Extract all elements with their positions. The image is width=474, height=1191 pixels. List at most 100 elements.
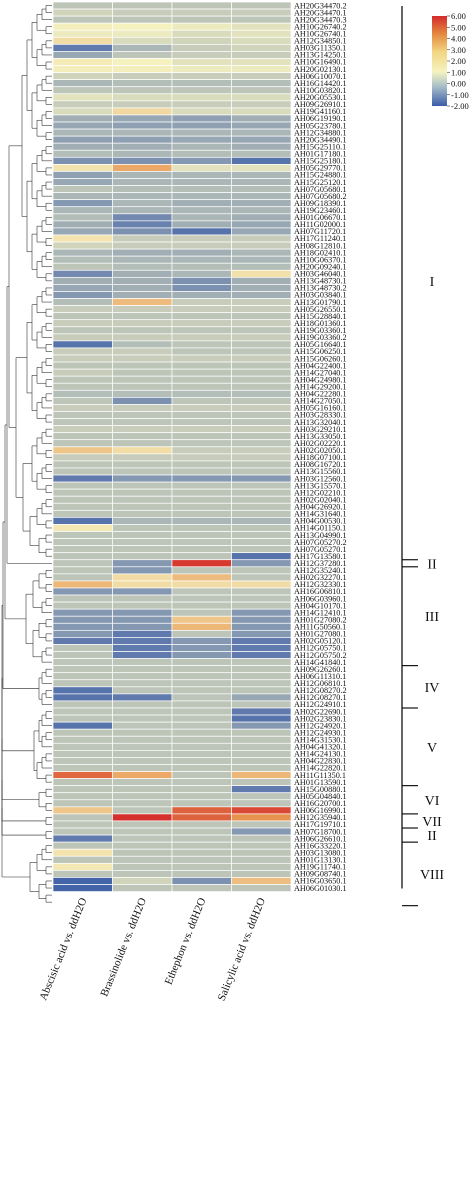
heatmap-cell	[112, 531, 173, 539]
heatmap-cell	[231, 142, 292, 151]
heatmap-cell	[112, 156, 173, 165]
heatmap-cell	[112, 255, 173, 264]
heatmap-cell	[52, 707, 113, 716]
heatmap-cell	[52, 1, 113, 10]
heatmap-cell	[112, 220, 173, 229]
heatmap-cell	[231, 686, 292, 695]
heatmap-cell	[171, 686, 232, 695]
heatmap-cell	[52, 778, 113, 787]
row-label: AH10G26740.1	[294, 30, 347, 39]
row-label: AH13G32040.1	[294, 418, 347, 427]
heatmap-cell	[171, 848, 232, 857]
row-label: AH03G46040.1	[294, 270, 347, 279]
heatmap-cell	[231, 389, 292, 398]
heatmap-cell	[231, 594, 292, 603]
row-label: AH17G19710.1	[294, 820, 347, 829]
heatmap-cell	[171, 51, 232, 59]
heatmap-cell	[171, 481, 232, 490]
heatmap-cell	[112, 615, 173, 624]
heatmap-cell	[231, 347, 292, 356]
row-label: AH11G11350.1	[294, 771, 346, 780]
heatmap-cell	[52, 559, 113, 568]
heatmap-cell	[112, 44, 173, 52]
heatmap-cell	[231, 495, 292, 504]
heatmap-cell	[112, 750, 173, 758]
row-label: AH02G02220.1	[294, 439, 347, 448]
heatmap-cell	[52, 714, 113, 723]
heatmap-cell	[112, 284, 173, 292]
heatmap-cell	[171, 432, 232, 441]
heatmap-cell	[112, 340, 173, 349]
heatmap-cell	[171, 114, 232, 123]
heatmap-cell	[171, 601, 232, 610]
heatmap-cell	[171, 700, 232, 709]
heatmap-cell	[52, 361, 113, 370]
heatmap-cell	[52, 206, 113, 215]
heatmap-cell	[112, 164, 173, 172]
heatmap-cell	[52, 44, 113, 52]
heatmap-cell	[171, 531, 232, 539]
heatmap-cell	[171, 248, 232, 257]
heatmap-cell	[231, 517, 292, 525]
heatmap-cell	[52, 305, 113, 313]
heatmap-cell	[112, 241, 173, 250]
heatmap-cell	[52, 728, 113, 737]
heatmap-cell	[112, 644, 173, 652]
heatmap-cell	[112, 538, 173, 546]
row-label: AH11G50560.1	[294, 623, 346, 632]
heatmap-cell	[171, 637, 232, 645]
heatmap-cell	[231, 354, 292, 363]
heatmap-cell	[231, 601, 292, 610]
heatmap-cell	[171, 778, 232, 787]
heatmap-cell	[171, 347, 232, 356]
heatmap-cell	[171, 467, 232, 476]
heatmap-cell	[52, 291, 113, 299]
heatmap-cell	[231, 467, 292, 476]
row-label: AH03G11350.1	[294, 44, 346, 53]
row-label: AH02G22690.1	[294, 707, 347, 716]
column-label: Brassinolide vs. ddH2O	[98, 896, 149, 998]
heatmap-cell	[112, 728, 173, 737]
heatmap-cell	[52, 665, 113, 674]
heatmap-cell	[112, 686, 173, 695]
heatmap-cell	[231, 8, 292, 17]
heatmap-cell	[112, 29, 173, 38]
heatmap-cell	[52, 453, 113, 462]
heatmap-cell	[171, 587, 232, 596]
heatmap-cell	[231, 728, 292, 737]
heatmap-cell	[52, 269, 113, 278]
heatmap-cell	[231, 785, 292, 794]
heatmap-cell	[52, 262, 113, 271]
legend-tick-label: -1.00	[451, 90, 469, 100]
row-label: AH15G00880.1	[294, 785, 347, 794]
heatmap-cell	[231, 707, 292, 716]
heatmap-cell	[52, 538, 113, 546]
heatmap-cell	[231, 340, 292, 349]
heatmap-cell	[52, 622, 113, 631]
row-label: AH04G22280.1	[294, 390, 347, 399]
heatmap-cell	[171, 735, 232, 744]
heatmap-cell	[52, 100, 113, 109]
heatmap-cell	[171, 185, 232, 193]
heatmap-cell	[171, 164, 232, 172]
heatmap-cell	[52, 22, 113, 31]
heatmap-cell	[52, 340, 113, 349]
row-label: AH16G20700.1	[294, 799, 347, 808]
row-label: AH04G22830.1	[294, 757, 347, 766]
heatmap-cell	[231, 44, 292, 52]
heatmap-cell	[52, 517, 113, 525]
heatmap-cell	[231, 298, 292, 306]
heatmap-cell	[112, 629, 173, 638]
row-label: AH09G08740.1	[294, 870, 347, 879]
heatmap-cell	[171, 206, 232, 215]
heatmap-cell	[231, 721, 292, 730]
row-label: AH14G22820.1	[294, 764, 347, 773]
heatmap-cell	[112, 601, 173, 610]
heatmap-cell	[52, 531, 113, 539]
heatmap-cell	[52, 771, 113, 779]
heatmap-cell	[231, 375, 292, 384]
row-label: AH13G15560.1	[294, 467, 347, 476]
heatmap-cell	[112, 488, 173, 497]
heatmap-cell	[112, 79, 173, 88]
